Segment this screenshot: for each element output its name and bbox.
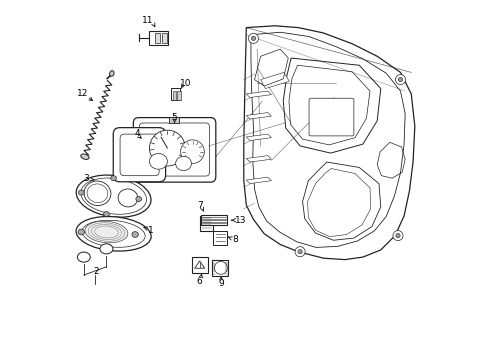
Ellipse shape bbox=[78, 190, 84, 195]
Ellipse shape bbox=[180, 140, 204, 163]
Ellipse shape bbox=[392, 230, 402, 240]
FancyBboxPatch shape bbox=[133, 118, 215, 182]
Text: 2: 2 bbox=[93, 267, 98, 276]
Ellipse shape bbox=[132, 231, 138, 237]
Polygon shape bbox=[246, 134, 271, 140]
Polygon shape bbox=[246, 113, 271, 119]
Ellipse shape bbox=[109, 71, 114, 76]
Ellipse shape bbox=[76, 216, 151, 251]
FancyBboxPatch shape bbox=[139, 123, 209, 176]
FancyBboxPatch shape bbox=[308, 98, 353, 136]
Ellipse shape bbox=[82, 220, 145, 247]
Ellipse shape bbox=[149, 153, 167, 169]
Text: 3: 3 bbox=[83, 174, 89, 183]
Ellipse shape bbox=[398, 77, 402, 82]
Ellipse shape bbox=[214, 261, 227, 274]
Bar bbox=[191, 257, 207, 273]
Text: 10: 10 bbox=[179, 79, 191, 88]
Text: 11: 11 bbox=[142, 16, 153, 25]
Ellipse shape bbox=[100, 244, 113, 254]
Text: 4: 4 bbox=[134, 129, 140, 138]
Text: 7: 7 bbox=[196, 201, 202, 210]
Ellipse shape bbox=[76, 175, 151, 217]
Ellipse shape bbox=[294, 247, 305, 257]
Bar bbox=[212, 260, 228, 276]
Ellipse shape bbox=[77, 252, 90, 262]
Ellipse shape bbox=[149, 130, 185, 166]
Ellipse shape bbox=[136, 197, 142, 202]
Polygon shape bbox=[246, 177, 271, 184]
Polygon shape bbox=[283, 58, 380, 153]
Text: 13: 13 bbox=[235, 216, 246, 225]
Text: 12: 12 bbox=[77, 89, 88, 98]
Ellipse shape bbox=[84, 181, 111, 206]
Ellipse shape bbox=[81, 178, 146, 214]
Ellipse shape bbox=[85, 221, 128, 243]
Ellipse shape bbox=[103, 212, 109, 217]
Bar bbox=[199, 216, 213, 231]
Ellipse shape bbox=[110, 176, 116, 181]
Ellipse shape bbox=[395, 75, 405, 85]
Ellipse shape bbox=[175, 156, 191, 171]
Text: 1: 1 bbox=[148, 226, 154, 235]
Ellipse shape bbox=[251, 36, 255, 41]
Ellipse shape bbox=[118, 189, 138, 207]
Bar bbox=[173, 91, 176, 100]
Ellipse shape bbox=[297, 249, 302, 254]
Bar bbox=[171, 88, 179, 100]
Ellipse shape bbox=[87, 184, 108, 203]
Polygon shape bbox=[244, 26, 414, 260]
Polygon shape bbox=[246, 91, 271, 98]
Text: 8: 8 bbox=[232, 235, 238, 244]
Bar bbox=[200, 215, 227, 225]
Polygon shape bbox=[260, 72, 289, 89]
Text: 9: 9 bbox=[218, 279, 223, 288]
Bar bbox=[162, 33, 167, 43]
Bar bbox=[169, 117, 179, 123]
Bar bbox=[177, 91, 180, 100]
Polygon shape bbox=[246, 156, 271, 162]
Ellipse shape bbox=[81, 154, 89, 159]
Bar bbox=[213, 231, 226, 244]
FancyBboxPatch shape bbox=[113, 128, 165, 182]
Ellipse shape bbox=[395, 233, 399, 238]
Text: 5: 5 bbox=[171, 113, 177, 122]
Text: 6: 6 bbox=[196, 276, 202, 285]
Ellipse shape bbox=[78, 229, 84, 235]
Bar bbox=[149, 31, 167, 45]
Ellipse shape bbox=[248, 33, 258, 43]
FancyBboxPatch shape bbox=[120, 134, 159, 176]
Bar bbox=[155, 33, 160, 43]
